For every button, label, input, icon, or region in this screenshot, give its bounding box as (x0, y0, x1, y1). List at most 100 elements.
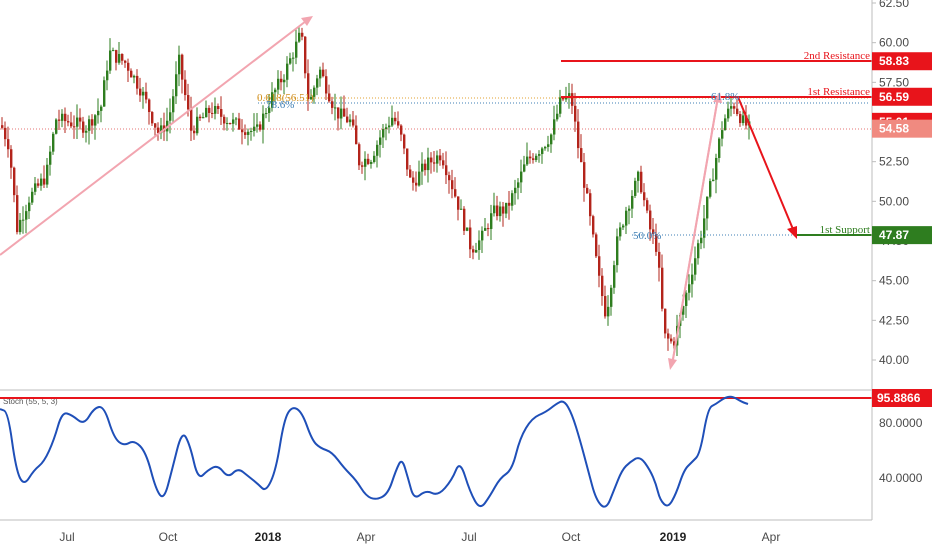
candle-body (52, 133, 55, 152)
candle-body (331, 101, 334, 108)
candle-body (106, 70, 109, 81)
candle-body (574, 105, 577, 122)
stochastic-pane: Stoch (55, 5, 3) (0, 395, 872, 508)
candle-body (547, 144, 550, 147)
candle-body (718, 138, 721, 158)
candle-body (703, 218, 706, 238)
level-tag-1-bg (872, 52, 932, 71)
candle-body (715, 157, 718, 180)
candle-body (643, 192, 646, 201)
candle-body (259, 124, 262, 130)
candle-body (586, 187, 589, 194)
candle-body (121, 53, 124, 61)
candle-body (394, 117, 397, 122)
candle-body (319, 69, 322, 79)
candle-body (493, 205, 496, 214)
candle-body (178, 54, 181, 75)
candle-body (691, 274, 694, 285)
candle-body (625, 210, 628, 226)
candle-body (262, 113, 265, 130)
candle-body (214, 106, 217, 114)
candle-body (466, 227, 469, 231)
candle-body (541, 148, 544, 155)
candle-body (481, 230, 484, 241)
candle-body (469, 227, 472, 250)
candle-body (667, 333, 670, 339)
first-support-label: 1st Support (820, 224, 870, 236)
candle-body (457, 196, 460, 210)
candle-body (172, 96, 175, 113)
candle-body (499, 206, 502, 217)
candle-body (529, 156, 532, 159)
price-tick-label: 40.00 (879, 353, 909, 367)
candle-body (118, 53, 121, 63)
candle-body (217, 106, 220, 110)
candle-body (199, 116, 202, 119)
candle-body (184, 79, 187, 96)
candle-body (364, 158, 367, 167)
candle-body (334, 107, 337, 109)
price-tag-2: 54.58 (879, 122, 909, 136)
candle-body (301, 32, 304, 37)
candle-body (37, 183, 40, 186)
candle-body (709, 181, 712, 197)
candle-body (280, 78, 283, 83)
candle-body (589, 193, 592, 217)
candle-body (670, 338, 673, 342)
time-tick-label: Jul (59, 530, 74, 544)
candle-body (229, 123, 232, 125)
level-tag-1: 58.83 (879, 54, 909, 68)
time-tick-label: 2019 (660, 530, 687, 544)
candle-body (67, 121, 70, 123)
level-tag-2: 56.59 (879, 90, 909, 104)
level-tag-2-bg (872, 87, 932, 106)
candle-body (733, 106, 736, 109)
candle-body (697, 243, 700, 259)
candle-body (148, 99, 151, 113)
candle-body (205, 107, 208, 118)
candle-body (358, 144, 361, 166)
candle-body (421, 163, 424, 172)
candle-body (160, 125, 163, 134)
candle-body (328, 93, 331, 102)
price-tick-label: 50.00 (879, 194, 909, 208)
candle-body (82, 121, 85, 133)
candle-body (571, 93, 574, 106)
candle-body (112, 50, 115, 52)
candle-body (145, 91, 148, 100)
fib-786-label: 78.6% (266, 99, 294, 111)
candle-body (619, 227, 622, 237)
candle-body (598, 256, 601, 276)
candle-body (517, 182, 520, 188)
candle-body (124, 60, 127, 63)
candle-body (25, 211, 28, 220)
candle-body (232, 119, 235, 124)
candle-body (397, 121, 400, 126)
candle-body (430, 157, 433, 163)
candle-body (322, 69, 325, 77)
candle-body (13, 167, 16, 196)
time-tick-label: Apr (357, 530, 376, 544)
level-labels: 0.618(56.51) 78.6% 50.0% 61.8% 2nd Resis… (257, 50, 870, 242)
level-tag-3-bg (872, 226, 932, 245)
fib-618-label: 0.618(56.51) (257, 92, 314, 104)
stoch-value-tag-bg (872, 389, 932, 407)
candle-body (406, 148, 409, 170)
candle-body (94, 115, 97, 126)
candle-body (97, 110, 100, 116)
stoch-line (0, 395, 749, 508)
candle-body (136, 75, 139, 89)
candle-body (433, 162, 436, 164)
time-tick-label: Apr (762, 530, 781, 544)
candle-body (613, 265, 616, 288)
candle-body (10, 149, 13, 168)
candle-body (544, 146, 547, 149)
candle-body (352, 119, 355, 126)
candle-body (415, 182, 418, 186)
candle-body (142, 91, 145, 96)
candle-body (427, 157, 430, 171)
candle-body (187, 95, 190, 110)
candle-body (43, 178, 46, 185)
second-resistance-label: 2nd Resistance (804, 50, 870, 62)
candle-body (382, 129, 385, 138)
